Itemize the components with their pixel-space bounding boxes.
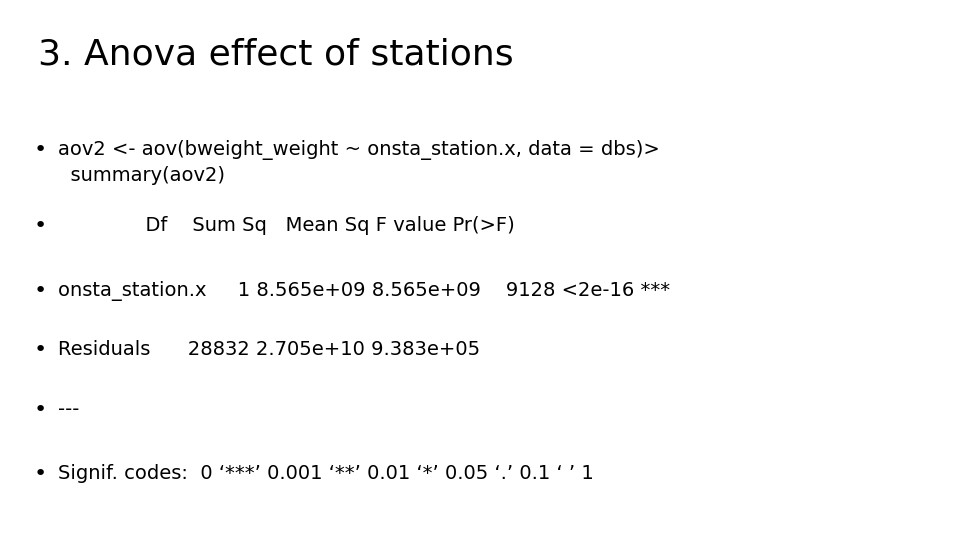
Text: Df    Sum Sq   Mean Sq F value Pr(>F): Df Sum Sq Mean Sq F value Pr(>F) bbox=[58, 216, 515, 235]
Text: 3. Anova effect of stations: 3. Anova effect of stations bbox=[38, 38, 514, 72]
Text: •: • bbox=[34, 464, 47, 484]
Text: ---: --- bbox=[58, 400, 79, 419]
Text: •: • bbox=[34, 340, 47, 360]
Text: •: • bbox=[34, 216, 47, 236]
Text: •: • bbox=[34, 140, 47, 160]
Text: aov2 <- aov(bweight_weight ~ onsta_station.x, data = dbs)>
  summary(aov2): aov2 <- aov(bweight_weight ~ onsta_stati… bbox=[58, 140, 660, 185]
Text: onsta_station.x     1 8.565e+09 8.565e+09    9128 <2e-16 ***: onsta_station.x 1 8.565e+09 8.565e+09 91… bbox=[58, 281, 670, 301]
Text: •: • bbox=[34, 281, 47, 301]
Text: Signif. codes:  0 ‘***’ 0.001 ‘**’ 0.01 ‘*’ 0.05 ‘.’ 0.1 ‘ ’ 1: Signif. codes: 0 ‘***’ 0.001 ‘**’ 0.01 ‘… bbox=[58, 464, 593, 483]
Text: •: • bbox=[34, 400, 47, 420]
Text: Residuals      28832 2.705e+10 9.383e+05: Residuals 28832 2.705e+10 9.383e+05 bbox=[58, 340, 480, 359]
